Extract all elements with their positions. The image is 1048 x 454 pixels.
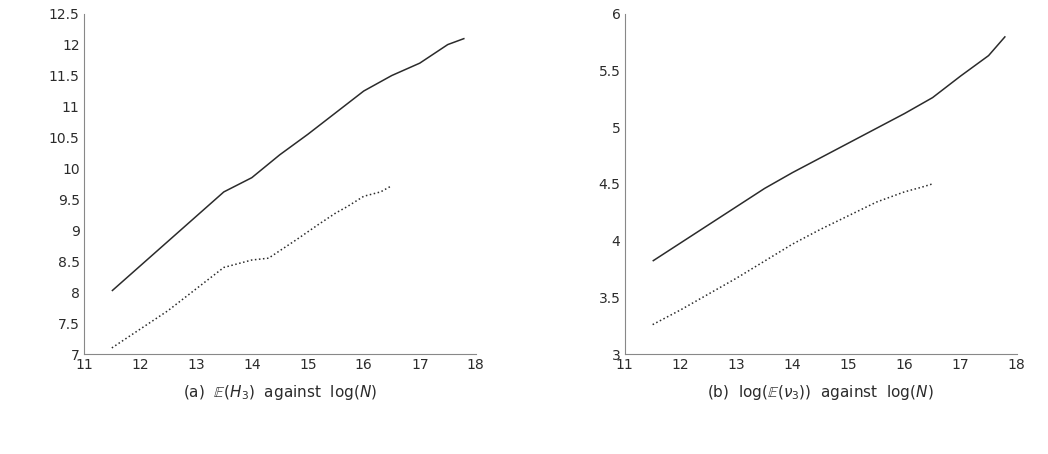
X-axis label: (b)  $\log(\mathbb{E}(\nu_3))$  against  $\log(N)$: (b) $\log(\mathbb{E}(\nu_3))$ against $\… <box>707 383 934 402</box>
X-axis label: (a)  $\mathbb{E}(H_3)$  against  $\log(N)$: (a) $\mathbb{E}(H_3)$ against $\log(N)$ <box>182 383 377 402</box>
